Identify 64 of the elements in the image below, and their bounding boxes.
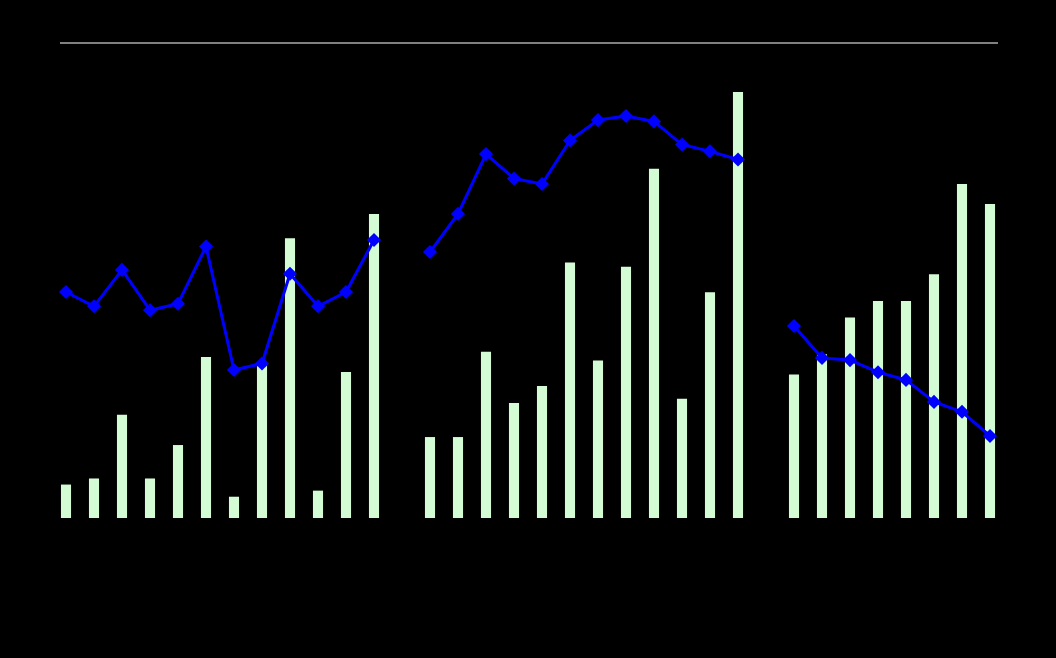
point xyxy=(198,239,214,254)
bar xyxy=(424,437,436,518)
bar xyxy=(368,214,380,518)
bar xyxy=(704,292,716,518)
bar xyxy=(872,300,884,518)
bar xyxy=(732,92,744,518)
point xyxy=(506,171,522,186)
point xyxy=(282,266,298,281)
point xyxy=(842,353,858,368)
point xyxy=(226,362,242,378)
bar xyxy=(788,374,800,518)
point xyxy=(702,144,718,159)
point xyxy=(562,133,578,148)
bar xyxy=(340,372,352,518)
point xyxy=(86,299,102,314)
point xyxy=(786,318,802,334)
point xyxy=(450,206,466,221)
bar xyxy=(312,490,324,518)
point xyxy=(674,137,690,152)
point xyxy=(730,152,746,167)
bar xyxy=(88,478,100,518)
bar xyxy=(256,362,268,518)
point xyxy=(646,114,662,129)
bar xyxy=(116,414,128,518)
point xyxy=(478,147,494,162)
point xyxy=(898,372,914,387)
point xyxy=(338,284,354,300)
point xyxy=(870,365,886,380)
point xyxy=(142,303,158,318)
point xyxy=(422,244,438,260)
bar xyxy=(60,484,72,518)
bar xyxy=(228,496,240,518)
bar xyxy=(536,385,548,518)
bar xyxy=(452,437,464,518)
point xyxy=(534,176,550,192)
point xyxy=(58,284,74,300)
bar xyxy=(564,262,576,518)
bar xyxy=(648,168,660,518)
point xyxy=(366,232,382,248)
point xyxy=(926,394,942,409)
bar xyxy=(816,354,828,518)
bar xyxy=(172,445,184,518)
point xyxy=(954,404,970,419)
bar xyxy=(200,356,212,518)
bar xyxy=(620,266,632,518)
bar xyxy=(284,238,296,518)
bar xyxy=(144,478,156,518)
point xyxy=(618,108,634,124)
bar xyxy=(900,300,912,518)
bar xyxy=(928,274,940,518)
bar xyxy=(508,402,520,518)
bar xyxy=(984,204,996,518)
point xyxy=(814,350,830,365)
bar xyxy=(956,184,968,518)
bar xyxy=(592,360,604,518)
point xyxy=(982,428,998,444)
point xyxy=(114,262,130,277)
point xyxy=(590,113,606,128)
bar xyxy=(844,317,856,518)
point xyxy=(310,299,326,314)
bar xyxy=(480,351,492,518)
point xyxy=(170,296,186,311)
bar xyxy=(676,398,688,518)
point xyxy=(254,356,270,371)
